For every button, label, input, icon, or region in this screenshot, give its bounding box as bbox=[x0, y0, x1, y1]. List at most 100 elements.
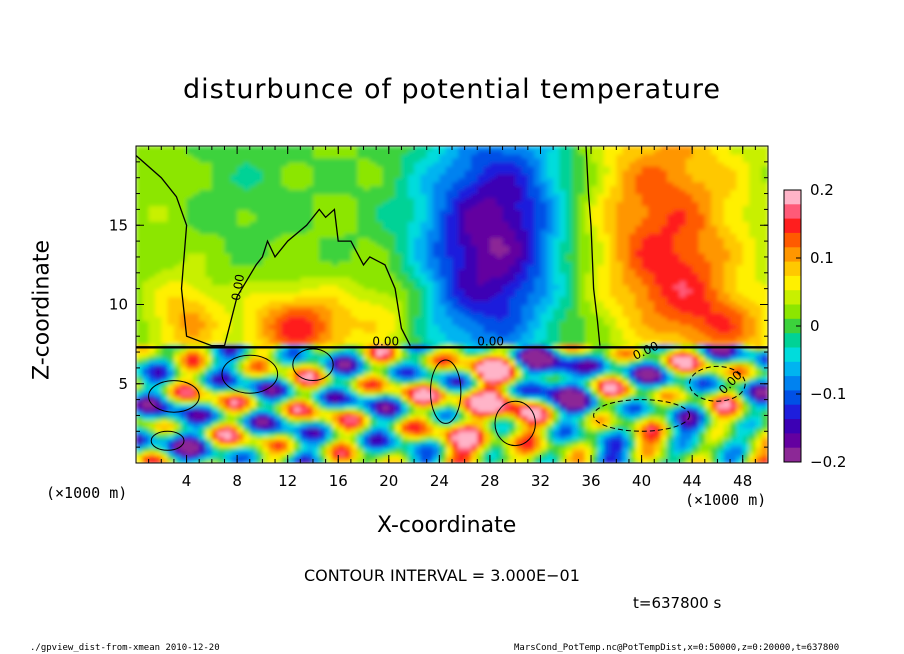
field-cell bbox=[357, 415, 365, 420]
field-cell bbox=[243, 260, 251, 266]
field-cell bbox=[186, 185, 194, 191]
field-cell bbox=[382, 146, 390, 151]
field-cell bbox=[527, 328, 535, 333]
field-cell bbox=[433, 332, 440, 337]
field-cell bbox=[142, 150, 150, 155]
field-cell bbox=[420, 360, 428, 365]
field-cell bbox=[414, 431, 421, 436]
field-cell bbox=[243, 455, 251, 460]
field-cell bbox=[294, 177, 301, 183]
field-cell bbox=[369, 328, 377, 333]
field-cell bbox=[237, 360, 244, 365]
field-cell bbox=[496, 150, 504, 155]
field-cell bbox=[376, 268, 384, 274]
field-cell bbox=[167, 296, 175, 302]
field-cell bbox=[433, 459, 440, 463]
field-cell bbox=[439, 328, 447, 333]
field-cell bbox=[483, 276, 491, 282]
field-cell bbox=[420, 312, 428, 317]
field-cell bbox=[319, 443, 327, 448]
field-cell bbox=[173, 383, 181, 389]
field-cell bbox=[502, 399, 510, 405]
field-cell bbox=[401, 435, 409, 440]
field-cell bbox=[521, 352, 529, 357]
field-cell bbox=[363, 411, 371, 417]
field-cell bbox=[281, 403, 289, 409]
field-cell bbox=[395, 375, 402, 381]
field-cell bbox=[521, 185, 529, 191]
field-cell bbox=[401, 229, 409, 234]
field-cell bbox=[515, 169, 523, 175]
field-cell bbox=[218, 395, 226, 401]
field-cell bbox=[173, 292, 181, 298]
field-cell bbox=[496, 375, 504, 381]
field-cell bbox=[382, 233, 390, 238]
field-cell bbox=[230, 181, 238, 187]
field-cell bbox=[268, 391, 276, 397]
field-cell bbox=[268, 296, 276, 302]
field-cell bbox=[268, 375, 276, 381]
field-cell bbox=[331, 403, 339, 409]
field-cell bbox=[464, 391, 472, 397]
field-cell bbox=[186, 316, 194, 321]
field-cell bbox=[338, 387, 346, 393]
field-cell bbox=[142, 197, 150, 203]
field-cell bbox=[161, 371, 169, 377]
field-cell bbox=[281, 296, 289, 302]
field-cell bbox=[256, 439, 263, 444]
field-cell bbox=[382, 296, 390, 302]
field-cell bbox=[155, 383, 162, 389]
field-cell bbox=[142, 300, 150, 306]
field-cell bbox=[363, 423, 371, 428]
field-cell bbox=[414, 229, 421, 234]
field-cell bbox=[148, 348, 156, 353]
field-cell bbox=[502, 395, 510, 401]
field-cell bbox=[477, 363, 485, 369]
field-cell bbox=[275, 427, 282, 432]
field-cell bbox=[420, 205, 428, 210]
field-cell bbox=[344, 395, 352, 401]
field-cell bbox=[294, 221, 301, 226]
field-cell bbox=[477, 165, 485, 171]
field-cell bbox=[395, 205, 402, 210]
field-cell bbox=[205, 340, 213, 345]
field-cell bbox=[350, 241, 358, 246]
field-cell bbox=[357, 201, 365, 207]
field-cell bbox=[369, 348, 377, 353]
field-cell bbox=[502, 264, 510, 270]
field-cell bbox=[148, 332, 156, 337]
field-cell bbox=[496, 221, 504, 226]
field-cell bbox=[155, 324, 162, 329]
field-cell bbox=[331, 328, 339, 333]
field-cell bbox=[496, 280, 504, 286]
field-cell bbox=[527, 419, 535, 424]
field-cell bbox=[363, 427, 371, 432]
field-cell bbox=[471, 324, 478, 329]
field-cell bbox=[338, 459, 346, 463]
field-cell bbox=[471, 304, 478, 310]
field-cell bbox=[376, 443, 384, 448]
field-cell bbox=[458, 439, 466, 444]
field-cell bbox=[161, 153, 169, 159]
field-cell bbox=[180, 395, 188, 401]
field-cell bbox=[338, 197, 346, 203]
field-cell bbox=[262, 177, 270, 183]
field-cell bbox=[452, 300, 459, 306]
field-cell bbox=[395, 284, 402, 290]
field-cell bbox=[477, 217, 485, 222]
field-cell bbox=[275, 340, 282, 345]
field-cell bbox=[376, 217, 384, 222]
field-cell bbox=[325, 447, 333, 452]
field-cell bbox=[382, 161, 390, 167]
field-cell bbox=[173, 280, 181, 286]
field-cell bbox=[230, 150, 238, 155]
field-cell bbox=[369, 288, 377, 294]
field-cell bbox=[262, 395, 270, 401]
field-cell bbox=[401, 427, 409, 432]
field-cell bbox=[199, 308, 207, 314]
field-cell bbox=[407, 217, 415, 222]
field-cell bbox=[136, 320, 143, 325]
field-cell bbox=[148, 328, 156, 333]
field-cell bbox=[464, 304, 472, 310]
field-cell bbox=[180, 399, 188, 405]
